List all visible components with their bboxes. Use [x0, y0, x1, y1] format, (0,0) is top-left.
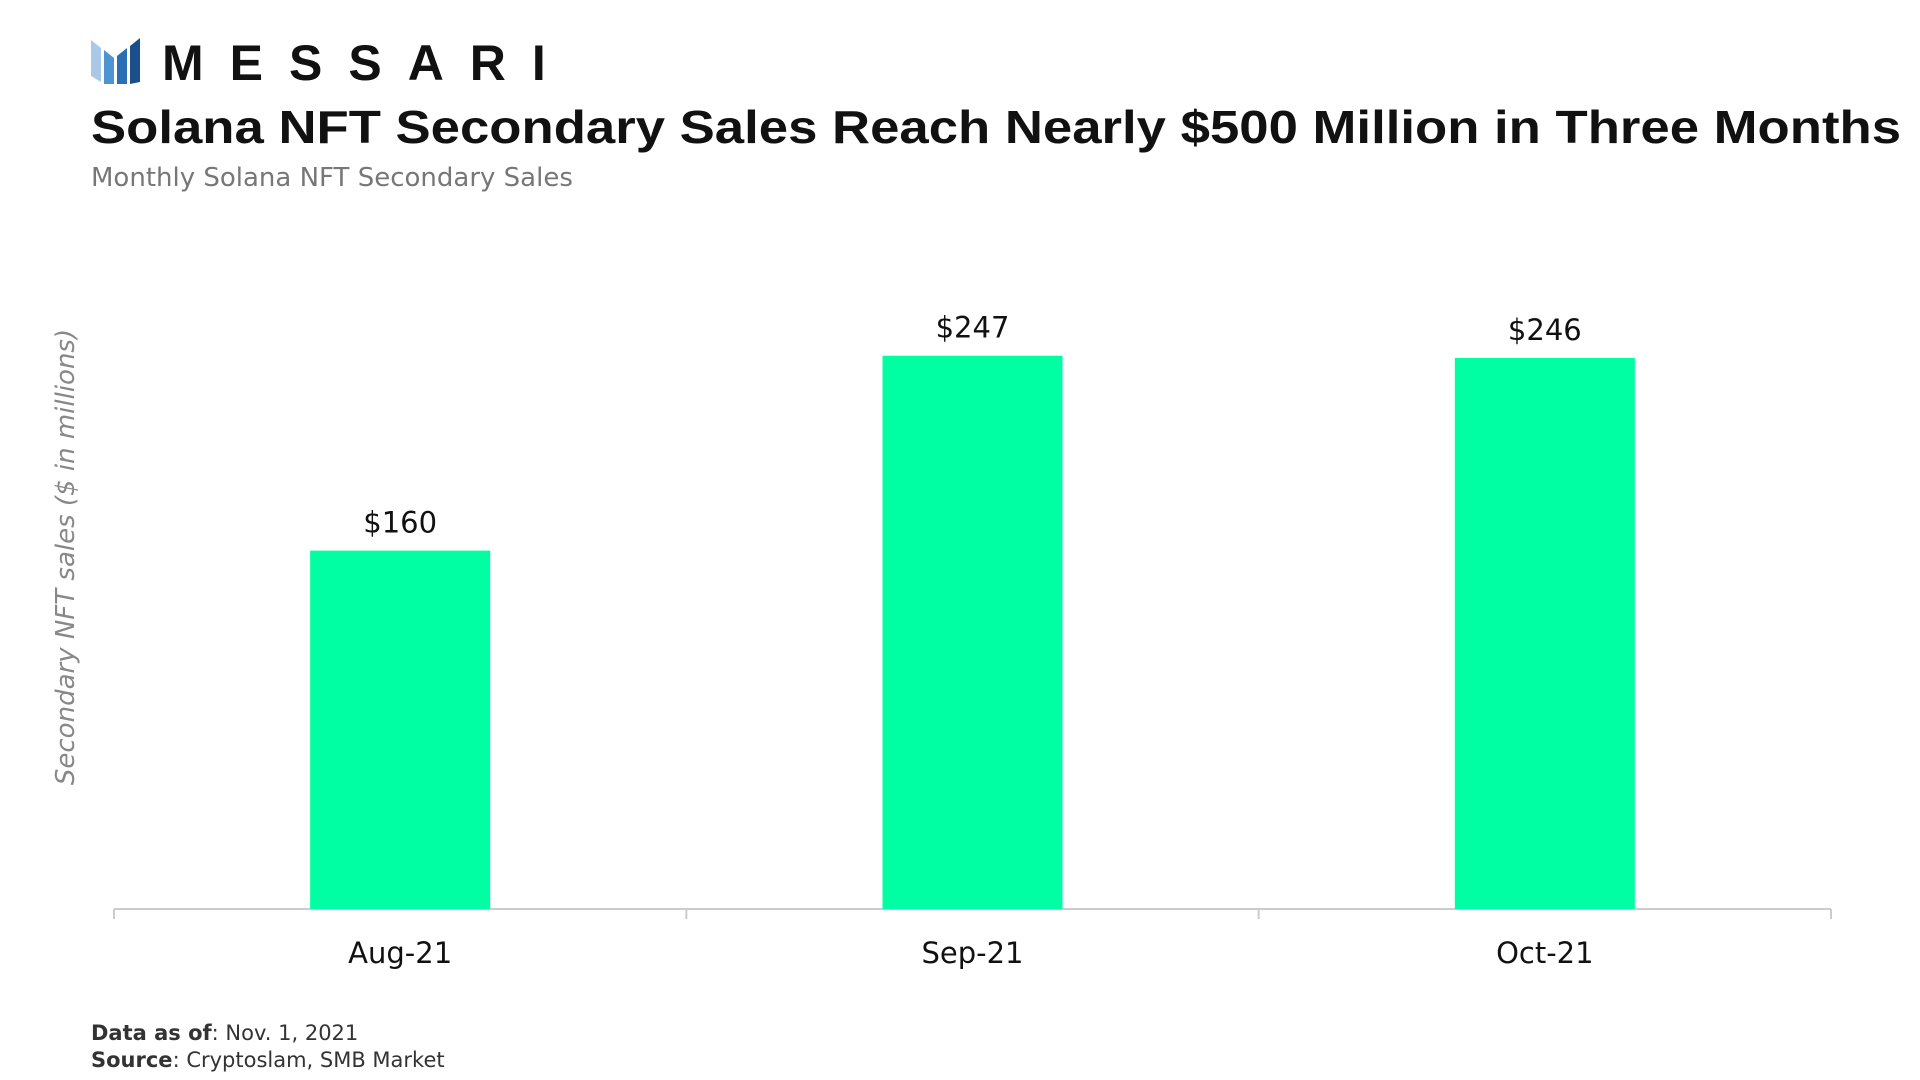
x-tick-label: Aug-21 [348, 936, 452, 970]
logo-icon [91, 38, 140, 84]
data-label: $246 [1508, 313, 1582, 347]
x-tick-label: Oct-21 [1496, 936, 1594, 970]
data-label: $160 [363, 506, 437, 540]
bar [1454, 357, 1635, 910]
footnote-text: : Cryptoslam, SMB Market [173, 1048, 445, 1072]
y-axis-label: Secondary NFT sales ($ in millions) [51, 329, 81, 785]
bar [310, 550, 491, 909]
footnote: Data as of: Nov. 1, 2021 [91, 1021, 358, 1045]
x-tick-label: Sep-21 [921, 936, 1023, 970]
chart-title: Solana NFT Secondary Sales Reach Nearly … [91, 101, 1901, 153]
footnotes: Data as of: Nov. 1, 2021 Source: Cryptosl… [91, 1021, 445, 1072]
footnote-label: Source [91, 1048, 173, 1072]
footnote: Source: Cryptoslam, SMB Market [91, 1048, 445, 1072]
footnote-text: : Nov. 1, 2021 [212, 1021, 359, 1045]
bar [882, 355, 1063, 910]
footnote-label: Data as of [91, 1021, 213, 1045]
brand: MESSARI [162, 35, 572, 91]
chart-subtitle: Monthly Solana NFT Secondary Sales [91, 163, 573, 193]
data-label: $247 [936, 311, 1010, 345]
